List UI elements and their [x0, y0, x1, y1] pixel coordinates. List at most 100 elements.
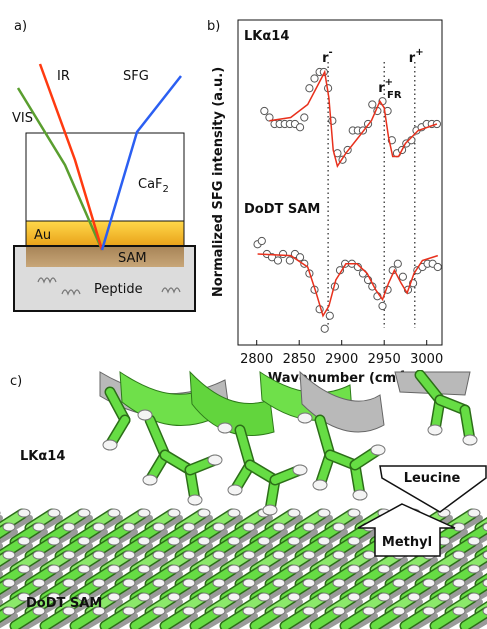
figure: a) IR SFG VIS CaF2 Au SAM Peptide b) Nor…: [0, 0, 487, 629]
hydrogen-cap: [423, 579, 435, 587]
hydrogen-cap: [333, 551, 345, 559]
peak-label-sup: +: [415, 47, 423, 58]
x-axis-label: Wavenumber (cm-1): [268, 370, 412, 386]
peak-label-sup: +: [385, 77, 393, 88]
hydrogen-cap: [423, 607, 435, 615]
sam-layer: [26, 247, 184, 267]
hydrogen-cap: [123, 523, 135, 531]
panel-c: Leucine Methyl c) LKα14 DoDT SAM: [0, 372, 487, 629]
hydrogen-cap: [138, 410, 152, 420]
hydrogen-cap: [353, 490, 367, 500]
hydrogen-cap: [218, 423, 232, 433]
hydrogen-cap: [198, 537, 210, 545]
hydrogen-cap: [243, 551, 255, 559]
hydrogen-cap: [228, 537, 240, 545]
leucine-label: Leucine: [404, 471, 461, 486]
hydrogen-cap: [153, 523, 165, 531]
ir-label: IR: [57, 69, 70, 84]
hydrogen-cap: [33, 579, 45, 587]
peak-label-sup: -: [329, 47, 333, 58]
x-label-text: Wavenumber (cm: [268, 371, 396, 386]
hydrogen-cap: [438, 565, 450, 573]
hydrogen-cap: [123, 607, 135, 615]
sfg-label: SFG: [123, 69, 149, 84]
hydrogen-cap: [93, 551, 105, 559]
peak-label: r+: [409, 47, 424, 66]
hydrogen-cap: [243, 607, 255, 615]
hydrogen-cap: [143, 475, 157, 485]
hydrogen-cap: [213, 523, 225, 531]
hydrogen-cap: [123, 579, 135, 587]
hydrogen-cap: [463, 435, 477, 445]
panel-a: a) IR SFG VIS CaF2 Au SAM Peptide: [12, 19, 195, 311]
hydrogen-cap: [168, 537, 180, 545]
hydrogen-cap: [303, 523, 315, 531]
hydrogen-cap: [438, 593, 450, 601]
peak-label: r-: [322, 47, 333, 66]
hydrogen-cap: [78, 509, 90, 517]
sam-label: SAM: [118, 251, 147, 266]
hydrogen-cap: [333, 579, 345, 587]
hydrogen-cap: [213, 607, 225, 615]
hydrogen-cap: [93, 523, 105, 531]
hydrogen-cap: [183, 551, 195, 559]
hydrogen-cap: [408, 593, 420, 601]
hydrogen-cap: [168, 593, 180, 601]
hydrogen-cap: [228, 593, 240, 601]
x-tick-label: 3000: [410, 352, 443, 367]
caf2-text: CaF: [138, 177, 163, 192]
methyl-label: Methyl: [382, 535, 432, 550]
series-label: DoDT SAM: [244, 202, 320, 217]
panel-label: b): [207, 19, 220, 34]
hydrogen-cap: [183, 579, 195, 587]
data-point: [286, 257, 293, 264]
x-tick-label: 2950: [368, 352, 401, 367]
hydrogen-cap: [258, 537, 270, 545]
hydrogen-cap: [153, 579, 165, 587]
hydrogen-cap: [363, 607, 375, 615]
hydrogen-cap: [363, 551, 375, 559]
hydrogen-cap: [318, 537, 330, 545]
hydrogen-cap: [298, 413, 312, 423]
y-axis-label: Normalized SFG intensity (a.u.): [211, 67, 226, 297]
hydrogen-cap: [273, 551, 285, 559]
hydrogen-cap: [3, 579, 15, 587]
peptide-label: Peptide: [94, 282, 143, 297]
hydrogen-cap: [468, 593, 480, 601]
hydrogen-cap: [303, 551, 315, 559]
fit-line: [269, 72, 437, 166]
hydrogen-cap: [18, 509, 30, 517]
hydrogen-cap: [78, 537, 90, 545]
hydrogen-cap: [48, 509, 60, 517]
data-point: [261, 107, 268, 114]
data-point: [369, 101, 376, 108]
data-point: [434, 263, 441, 270]
data-point: [296, 124, 303, 131]
hydrogen-cap: [108, 565, 120, 573]
panel-label: c): [10, 374, 22, 389]
hydrogen-cap: [393, 607, 405, 615]
hydrogen-cap: [123, 551, 135, 559]
hydrogen-cap: [408, 565, 420, 573]
x-tick-label: 2800: [240, 352, 273, 367]
hydrogen-cap: [243, 579, 255, 587]
hydrogen-cap: [183, 523, 195, 531]
data-point: [306, 85, 313, 92]
hydrogen-cap: [63, 551, 75, 559]
hydrogen-cap: [428, 425, 442, 435]
hydrogen-cap: [93, 579, 105, 587]
hydrogen-cap: [138, 537, 150, 545]
hydrogen-cap: [153, 607, 165, 615]
hydrogen-cap: [363, 579, 375, 587]
hydrogen-cap: [318, 509, 330, 517]
hydrogen-cap: [18, 537, 30, 545]
hydrogen-cap: [371, 445, 385, 455]
molecular-render: [0, 372, 487, 629]
hydrogen-cap: [108, 537, 120, 545]
hydrogen-cap: [198, 509, 210, 517]
hydrogen-cap: [313, 480, 327, 490]
hydrogen-cap: [168, 509, 180, 517]
hydrogen-cap: [333, 523, 345, 531]
hydrogen-cap: [198, 565, 210, 573]
hydrogen-cap: [168, 565, 180, 573]
